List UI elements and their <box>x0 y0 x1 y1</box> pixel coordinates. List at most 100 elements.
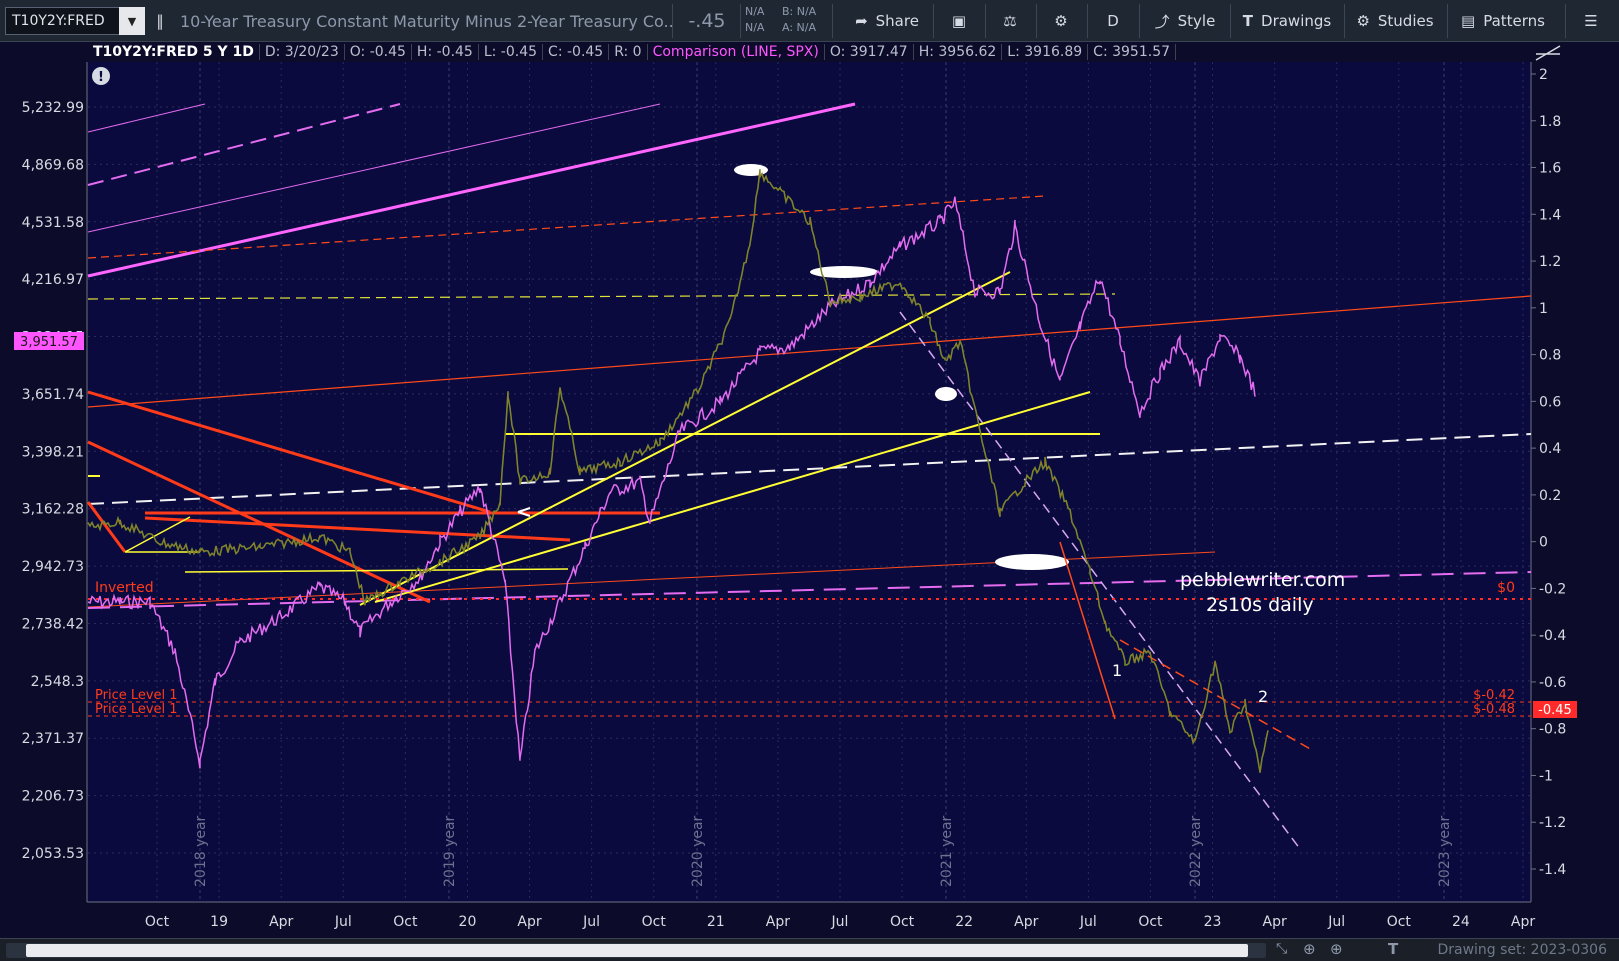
period-label: D <box>1107 12 1119 30</box>
zoom-arrows-icon[interactable]: ⤡ <box>1276 941 1288 957</box>
right-price-axis[interactable]: 2 1.8 1.6 1.4 1.2 1 0.8 0.6 0.4 0.2 0 -0.2 -0.4 -0.6 -… <box>1531 67 1566 878</box>
year-label: 2022 year <box>1188 815 1204 887</box>
left-axis-tick: 2,548.3 <box>31 674 84 690</box>
price-level-label-1: Price Level 1 <box>95 688 178 703</box>
info-cmp-close: C: 3951.57 <box>1088 44 1177 60</box>
info-close: C: -0.45 <box>543 44 610 60</box>
left-axis-tick: 4,531.58 <box>22 215 84 231</box>
right-axis-tick: 0.2 <box>1539 488 1561 504</box>
drawings-button[interactable]: T Drawings <box>1231 0 1343 42</box>
left-price-axis[interactable]: 5,232.994,869.684,531.584,216.973,924.15… <box>22 100 84 862</box>
right-axis-tick: -1.4 <box>1539 862 1566 878</box>
x-axis-tick: Apr <box>517 914 541 930</box>
top-toolbar: T10Y2Y:FRED ▼ ‖ 10-Year Treasury Constan… <box>0 0 1619 42</box>
alert-icon[interactable]: ! <box>92 67 110 85</box>
x-axis-tick: 19 <box>210 914 228 930</box>
chart-title: T10Y2Y:FRED 5 Y 1D <box>88 44 260 60</box>
year-label: 2020 year <box>690 815 706 887</box>
bid-label: B: N/A <box>782 5 817 18</box>
right-axis-tick: -1 <box>1539 768 1553 784</box>
patterns-label: Patterns <box>1483 12 1545 30</box>
right-axis-tick: -1.2 <box>1539 815 1566 831</box>
x-axis-tick: Apr <box>1014 914 1038 930</box>
x-axis-tick: Jul <box>1079 914 1097 930</box>
price-level-value-2: $-0.48 <box>1473 702 1515 717</box>
crosshair-icon[interactable]: ⊕ <box>1303 940 1316 958</box>
x-axis-tick: 20 <box>459 914 477 930</box>
left-axis-tick: 5,232.99 <box>22 100 84 116</box>
left-axis-tick: 4,216.97 <box>22 272 84 288</box>
na-top: N/A <box>745 5 765 18</box>
bottom-bar: ⤡ ⊕ ⊕ T Drawing set: 2023-0306 <box>0 938 1619 961</box>
zoom-icon[interactable]: ⊕ <box>1330 940 1343 958</box>
style-label: Style <box>1177 12 1216 30</box>
link-icon[interactable]: ‖ <box>156 12 164 30</box>
left-axis-tick: 3,162.28 <box>22 502 84 518</box>
menu-icon[interactable]: ☰ <box>1584 12 1598 30</box>
spx-marker-text: 3,951.57 <box>20 335 78 350</box>
share-icon: ➦ <box>855 12 868 30</box>
x-axis-tick: Oct <box>890 914 915 930</box>
watermark-site: pebblewriter.com <box>1180 569 1345 591</box>
right-axis-tick: -0.6 <box>1539 675 1566 691</box>
share-button[interactable]: ➦ Share <box>842 0 932 42</box>
screenshot-icon[interactable]: ▣ <box>951 12 967 30</box>
studies-button[interactable]: ⚙ Studies <box>1345 0 1445 42</box>
na-bottom: N/A <box>745 21 765 34</box>
svg-text:!: ! <box>98 70 104 85</box>
info-cmp-high: H: 3956.62 <box>914 44 1003 60</box>
x-axis-tick: Apr <box>766 914 790 930</box>
spread-price-line-orange <box>87 169 1269 773</box>
vertical-grid <box>156 62 1524 902</box>
text-t-icon: T <box>1242 12 1254 30</box>
year-label: 2021 year <box>939 815 955 887</box>
patterns-icon: ▤ <box>1461 12 1476 30</box>
wave-label-2: 2 <box>1258 687 1268 706</box>
last-marker-text: -0.45 <box>1538 703 1572 718</box>
x-axis-tick: Apr <box>269 914 293 930</box>
x-axis-tick: Apr <box>1511 914 1535 930</box>
left-axis-tick: 4,869.68 <box>22 157 84 173</box>
symbol-dropdown-button[interactable]: ▼ <box>119 7 145 35</box>
drawing-tool-icon[interactable] <box>1535 45 1561 61</box>
x-axis-tick: Oct <box>393 914 418 930</box>
flask-icon[interactable]: ⚖ <box>1003 12 1017 30</box>
info-comparison: Comparison (LINE, SPX) <box>648 44 825 60</box>
x-axis-tick: 24 <box>1452 914 1470 930</box>
zero-label: $0 <box>1497 580 1515 596</box>
right-axis-tick: 0.8 <box>1539 348 1561 364</box>
right-axis-tick: 1.6 <box>1539 161 1561 177</box>
x-axis-tick: Jul <box>1327 914 1345 930</box>
right-axis-tick: 0.6 <box>1539 394 1561 410</box>
drawing-set-label: Drawing set: 2023-0306 <box>1437 942 1607 958</box>
chart-annotations: Inverted $0 Price Level 1 Price Level 1 … <box>95 569 1515 717</box>
beaker-icon: ⚙ <box>1356 12 1370 30</box>
watermark-subtitle: 2s10s daily <box>1206 594 1314 616</box>
gear-icon[interactable]: ⚙ <box>1054 12 1068 30</box>
spx-comparison-line <box>87 196 1256 769</box>
x-axis-tick: Oct <box>1387 914 1412 930</box>
info-cmp-open: O: 3917.47 <box>825 44 914 60</box>
chart-area[interactable]: T10Y2Y:FRED 5 Y 1D D: 3/20/23 O: -0.45 H… <box>0 42 1619 938</box>
year-label: 2019 year <box>442 815 458 887</box>
style-button[interactable]: ⤴ Style <box>1140 0 1230 42</box>
time-axis[interactable]: Oct 19 Apr Jul Oct 20 Apr Jul Oct 21 Apr Jul Oct 22 Ap… <box>145 914 1535 930</box>
scrollbar-thumb[interactable] <box>26 944 1248 957</box>
price-chart[interactable]: 2018 year 2019 year 2020 year 2021 year 2022… <box>0 42 1619 938</box>
x-axis-tick: Oct <box>1138 914 1163 930</box>
na-values: N/A N/A <box>745 4 764 36</box>
text-tool-icon[interactable]: T <box>1388 940 1399 958</box>
year-label: 2023 year <box>1437 815 1453 887</box>
price-level-value-1: $-0.42 <box>1473 688 1515 703</box>
left-axis-tick: 3,651.74 <box>22 387 84 403</box>
info-date: D: 3/20/23 <box>260 44 345 60</box>
x-axis-tick: Jul <box>831 914 849 930</box>
x-axis-tick: 22 <box>955 914 973 930</box>
period-button[interactable]: D <box>1088 0 1138 42</box>
info-low: L: -0.45 <box>479 44 544 60</box>
patterns-button[interactable]: ▤ Patterns <box>1448 0 1558 42</box>
style-icon: ⤴ <box>1154 12 1170 31</box>
symbol-text: T10Y2Y:FRED <box>12 13 105 29</box>
right-axis-tick: -0.8 <box>1539 722 1566 738</box>
horizontal-scrollbar[interactable] <box>6 943 1266 958</box>
